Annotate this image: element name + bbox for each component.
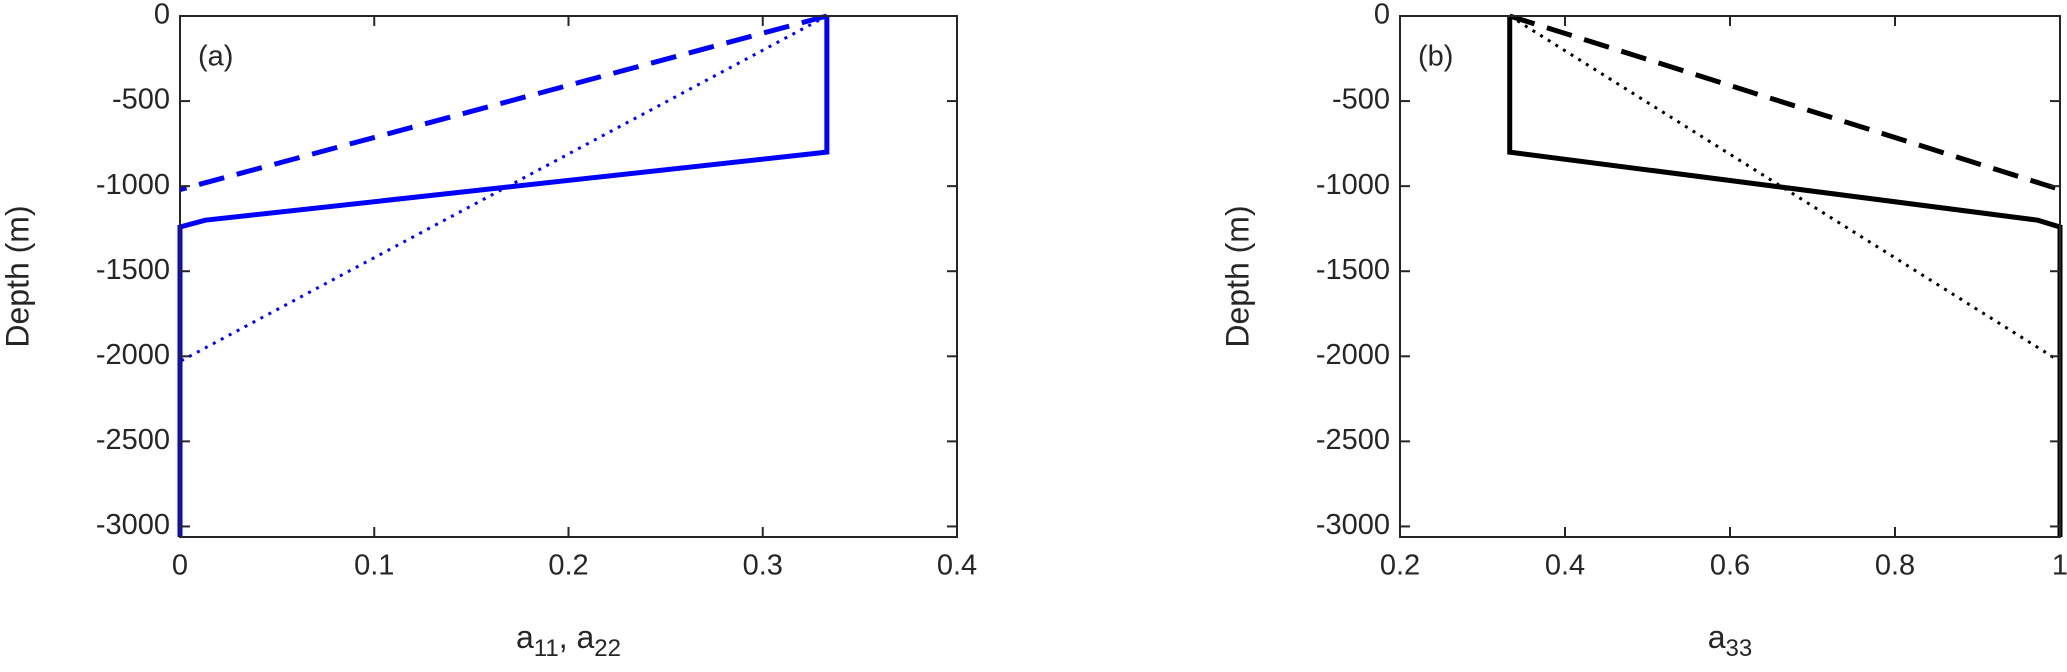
y-axis-label: Depth (m) [0,205,35,347]
x-axis-label-part: 11 [534,635,559,662]
x-tick-label: 1 [2052,550,2067,582]
data-line [1507,16,2063,537]
y-tick-label: -500 [1332,84,1390,116]
y-tick-label: -1500 [96,254,170,286]
x-tick-label: 0.4 [937,550,977,582]
x-tick-label: 0.4 [1545,550,1585,582]
x-tick-label: 0.2 [548,550,588,582]
axes-box [1399,15,2061,538]
y-tick-label: -1000 [96,169,170,201]
data-line [179,13,828,192]
y-tick-label: -3000 [1316,509,1390,541]
y-axis-label: Depth (m) [1219,205,1255,347]
data-line [1508,13,2061,192]
x-axis-label-part: , a [559,619,595,655]
y-tick-label: -2500 [1316,424,1390,456]
y-tick-label: 0 [1374,0,1390,31]
x-tick-label: 0 [172,550,188,582]
x-axis-label-part: a [1708,619,1726,655]
x-tick-label: 0.2 [1380,550,1420,582]
y-tick-label: -1500 [1316,254,1390,286]
y-tick-label: -500 [112,84,170,116]
x-tick-label: 0.1 [354,550,394,582]
x-axis-label-part: 22 [594,635,621,662]
x-axis-label-part: 33 [1726,635,1753,662]
y-tick-label: -2500 [96,424,170,456]
x-axis-label: a33 [1708,619,1753,662]
panel-label: (a) [198,41,233,73]
y-tick-label: -2000 [96,339,170,371]
y-tick-label: 0 [154,0,170,31]
axes-box [179,15,958,538]
data-line [177,16,830,537]
x-tick-label: 0.8 [1875,550,1915,582]
x-tick-label: 0.6 [1710,550,1750,582]
x-axis-label-part: a [516,619,534,655]
y-tick-label: -1000 [1316,169,1390,201]
panel-label: (b) [1418,41,1453,73]
data-line [1508,14,2061,363]
y-tick-label: -2000 [1316,339,1390,371]
y-tick-label: -3000 [96,509,170,541]
x-tick-label: 0.3 [743,550,783,582]
x-axis-label: a11, a22 [516,619,621,662]
